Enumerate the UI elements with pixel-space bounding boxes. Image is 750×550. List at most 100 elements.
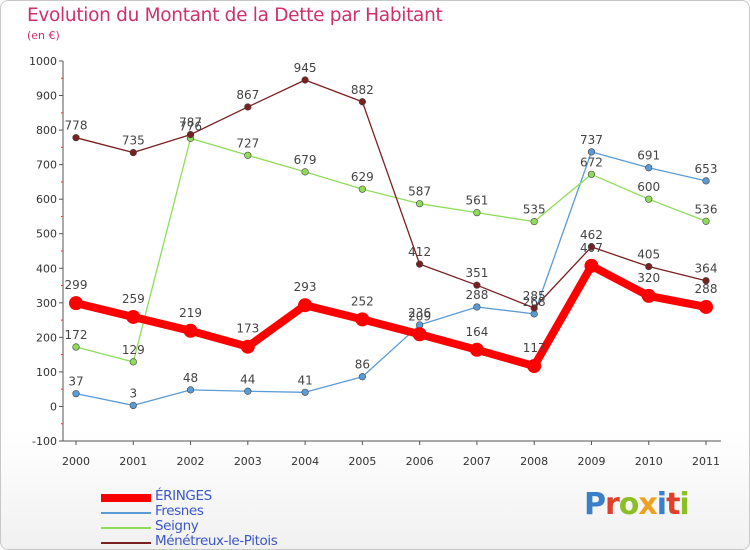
data-point <box>72 390 80 398</box>
data-point <box>301 168 309 176</box>
data-label: 600 <box>637 180 660 194</box>
data-point <box>587 148 596 156</box>
legend-label-seigny: Seigny <box>155 518 199 534</box>
data-point <box>587 243 596 251</box>
series-line <box>75 137 707 363</box>
logo-letter: i <box>656 487 667 522</box>
data-label: 299 <box>65 278 88 292</box>
data-label: 351 <box>465 266 488 280</box>
x-tick-label: 2006 <box>406 455 434 468</box>
data-label: 44 <box>240 372 255 386</box>
data-point <box>72 343 80 351</box>
legend-item-fresnes: Fresnes <box>101 503 351 520</box>
legend: ÉRINGES Fresnes Seigny Ménétreux-le-Pito… <box>101 488 351 549</box>
data-point <box>530 218 538 226</box>
data-point <box>355 312 370 327</box>
proxiti-logo: Proxiti <box>584 487 690 522</box>
y-tick-label: 800 <box>36 124 57 137</box>
data-label: 561 <box>465 194 488 208</box>
y-tick-label: 900 <box>36 90 57 103</box>
data-point <box>584 258 599 273</box>
data-point <box>416 200 424 208</box>
logo-letter: i <box>679 487 689 522</box>
chart-title: Evolution du Montant de la Dette par Hab… <box>27 5 443 26</box>
data-label: 672 <box>580 155 603 169</box>
data-label: 787 <box>179 116 202 130</box>
data-label: 236 <box>408 306 431 320</box>
data-point <box>699 299 713 314</box>
data-point <box>126 309 141 324</box>
data-label: 412 <box>408 245 431 259</box>
y-tick-label: 700 <box>36 159 57 172</box>
data-point <box>645 195 653 203</box>
data-label: 117 <box>523 341 546 355</box>
chart-unit: (en €) <box>27 29 60 42</box>
x-tick-label: 2010 <box>635 455 663 468</box>
data-label: 587 <box>408 185 431 199</box>
data-point <box>473 209 481 217</box>
logo-letter: P <box>584 487 606 522</box>
data-label: 405 <box>637 248 660 262</box>
y-tick-label: 100 <box>36 366 57 379</box>
x-tick-label: 2001 <box>119 455 147 468</box>
data-label: 629 <box>351 170 374 184</box>
data-label: 776 <box>179 119 202 133</box>
y-tick-label: 300 <box>36 297 57 310</box>
data-point <box>702 277 710 285</box>
data-point <box>473 303 481 311</box>
legend-label-fresnes: Fresnes <box>155 503 204 519</box>
x-tick-label: 2004 <box>291 455 319 468</box>
data-label: 945 <box>294 61 317 75</box>
data-point <box>301 76 309 84</box>
data-label: 727 <box>236 136 259 150</box>
data-point <box>641 288 656 303</box>
data-point <box>244 103 252 111</box>
x-tick-label: 2009 <box>577 455 605 468</box>
data-label: 209 <box>408 309 431 323</box>
data-label: 293 <box>294 280 317 294</box>
data-label: 288 <box>695 282 718 296</box>
series-line <box>75 261 707 371</box>
data-label: 737 <box>580 133 603 147</box>
data-label: 37 <box>68 375 83 389</box>
x-tick-label: 2011 <box>692 455 720 468</box>
data-label: 364 <box>695 262 718 276</box>
data-point <box>129 401 137 410</box>
x-tick-label: 2003 <box>234 455 262 468</box>
data-point <box>530 304 538 312</box>
legend-item-seigny: Seigny <box>101 518 351 535</box>
y-tick-label: -100 <box>32 435 57 448</box>
x-tick-label: 2008 <box>520 455 548 468</box>
legend-item-eringes: ÉRINGES <box>101 488 351 505</box>
data-point <box>186 386 195 394</box>
data-point <box>527 359 542 374</box>
data-label: 679 <box>294 153 317 167</box>
y-tick-label: 1000 <box>29 55 57 68</box>
data-label: 320 <box>637 271 660 285</box>
x-tick-label: 2005 <box>348 455 376 468</box>
x-tick-label: 2000 <box>62 455 90 468</box>
data-label: 164 <box>465 325 488 339</box>
data-point <box>358 98 366 106</box>
data-point <box>358 373 366 381</box>
data-point <box>301 388 309 396</box>
data-label: 536 <box>695 202 718 216</box>
legend-swatch-seigny <box>101 527 151 529</box>
data-label: 41 <box>297 373 312 387</box>
data-point <box>702 217 710 225</box>
data-label: 882 <box>351 83 374 97</box>
data-point <box>473 281 481 289</box>
data-label: 86 <box>355 358 370 372</box>
data-label: 172 <box>65 328 88 342</box>
data-point <box>244 387 252 395</box>
legend-swatch-fresnes <box>101 512 151 514</box>
data-point <box>244 151 252 159</box>
data-point <box>240 339 255 354</box>
data-point <box>469 342 484 357</box>
data-point <box>129 148 137 157</box>
data-label: 288 <box>465 288 488 302</box>
data-label: 407 <box>580 241 603 255</box>
series-line <box>75 79 707 309</box>
data-point <box>358 185 366 193</box>
data-point <box>69 296 83 311</box>
